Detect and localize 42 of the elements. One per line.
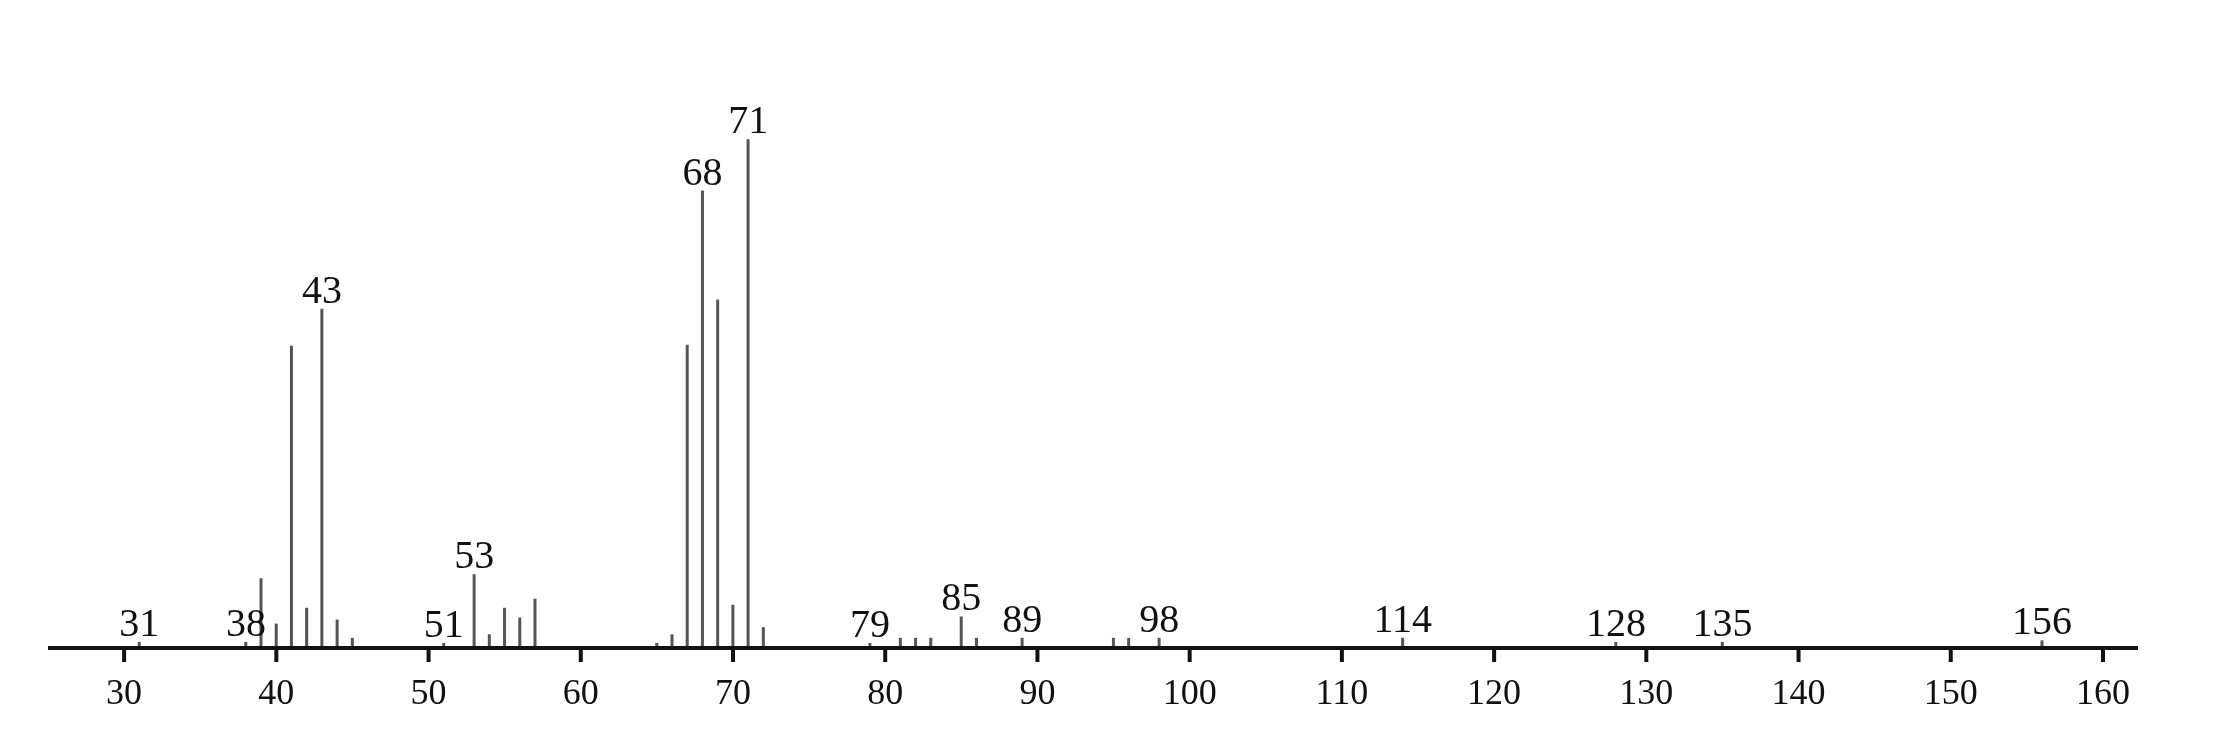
annotation: 51 [423,600,464,646]
x-tick-label: 150 [1923,671,1978,712]
annotation: 31 [119,599,160,645]
annotation: 43 [302,266,342,312]
annotation: 79 [850,600,890,646]
bar [533,598,537,648]
annotation: 53 [454,532,495,578]
x-tick-label: 30 [106,671,143,712]
annotation: 128 [1585,599,1646,645]
x-tick-label: 80 [867,671,904,712]
annotation: 98 [1139,595,1180,641]
x-tick-label: 70 [715,671,751,712]
bar [746,139,750,648]
bar [700,190,704,648]
bar [761,627,765,648]
annotation: 71 [728,97,769,143]
bar [305,607,309,648]
x-tick-label: 120 [1467,671,1522,712]
x-tick-label: 130 [1619,671,1674,712]
x-tick-label: 60 [562,671,599,712]
bar [289,345,293,648]
annotation: 89 [1002,595,1043,641]
x-tick-label: 140 [1771,671,1826,712]
x-tick-label: 50 [410,671,447,712]
annotation: 68 [682,148,723,194]
annotation: 85 [941,574,982,620]
x-tick-label: 40 [258,671,295,712]
x-tick-label: 100 [1162,671,1217,712]
annotation: 156 [2012,598,2073,644]
bar [472,574,476,648]
bar [685,344,689,648]
bar [716,299,720,648]
bar [320,308,324,648]
bar [335,619,339,648]
annotation: 114 [1373,595,1433,641]
x-tick-label: 90 [1019,671,1056,712]
x-tick-label: 110 [1315,671,1369,712]
bar [518,617,522,648]
annotation: 135 [1692,599,1753,645]
bar [959,616,963,648]
x-tick-label: 160 [2075,671,2130,712]
bar [503,607,507,648]
